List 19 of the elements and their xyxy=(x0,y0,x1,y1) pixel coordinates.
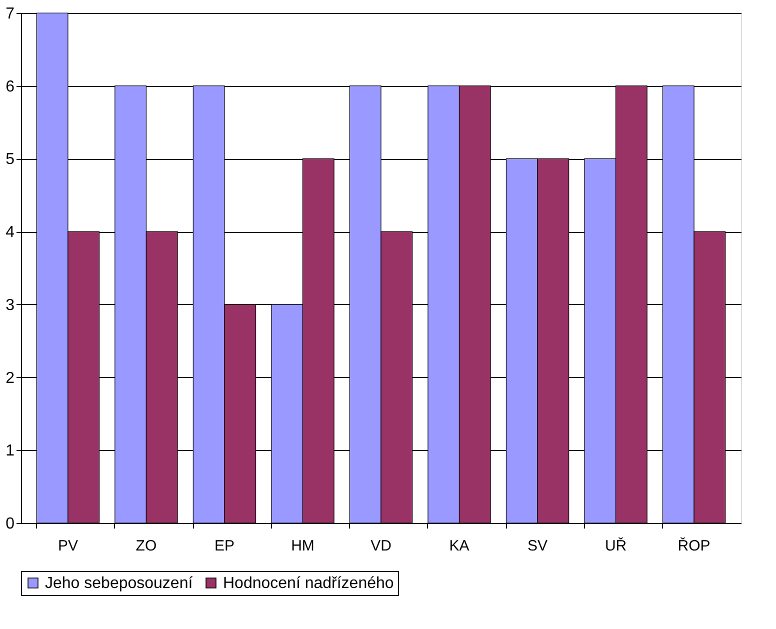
y-tick-label: 4 xyxy=(6,224,15,242)
legend-label: Jeho sebeposouzení xyxy=(45,575,194,592)
legend-label: Hodnocení nadřízeného xyxy=(223,575,394,592)
y-tick-label: 6 xyxy=(6,78,15,96)
y-tick-label: 5 xyxy=(6,151,15,168)
x-tick-label: ZO xyxy=(136,538,157,554)
x-tick-label: PV xyxy=(58,538,78,554)
y-tick-label: 7 xyxy=(6,6,15,22)
y-tick-label: 1 xyxy=(6,442,15,460)
x-tick-label: HM xyxy=(291,538,314,554)
x-tick-label: VD xyxy=(370,538,392,554)
x-tick-label: EP xyxy=(214,538,234,554)
x-tick-label: KA xyxy=(449,538,470,554)
y-tick-label: 2 xyxy=(6,370,15,387)
x-tick-label: ŘOP xyxy=(678,536,710,554)
x-tick-label: SV xyxy=(528,538,548,554)
x-tick-label: UŘ xyxy=(604,536,627,554)
y-tick-label: 0 xyxy=(6,516,15,532)
y-tick-label: 3 xyxy=(6,296,15,314)
